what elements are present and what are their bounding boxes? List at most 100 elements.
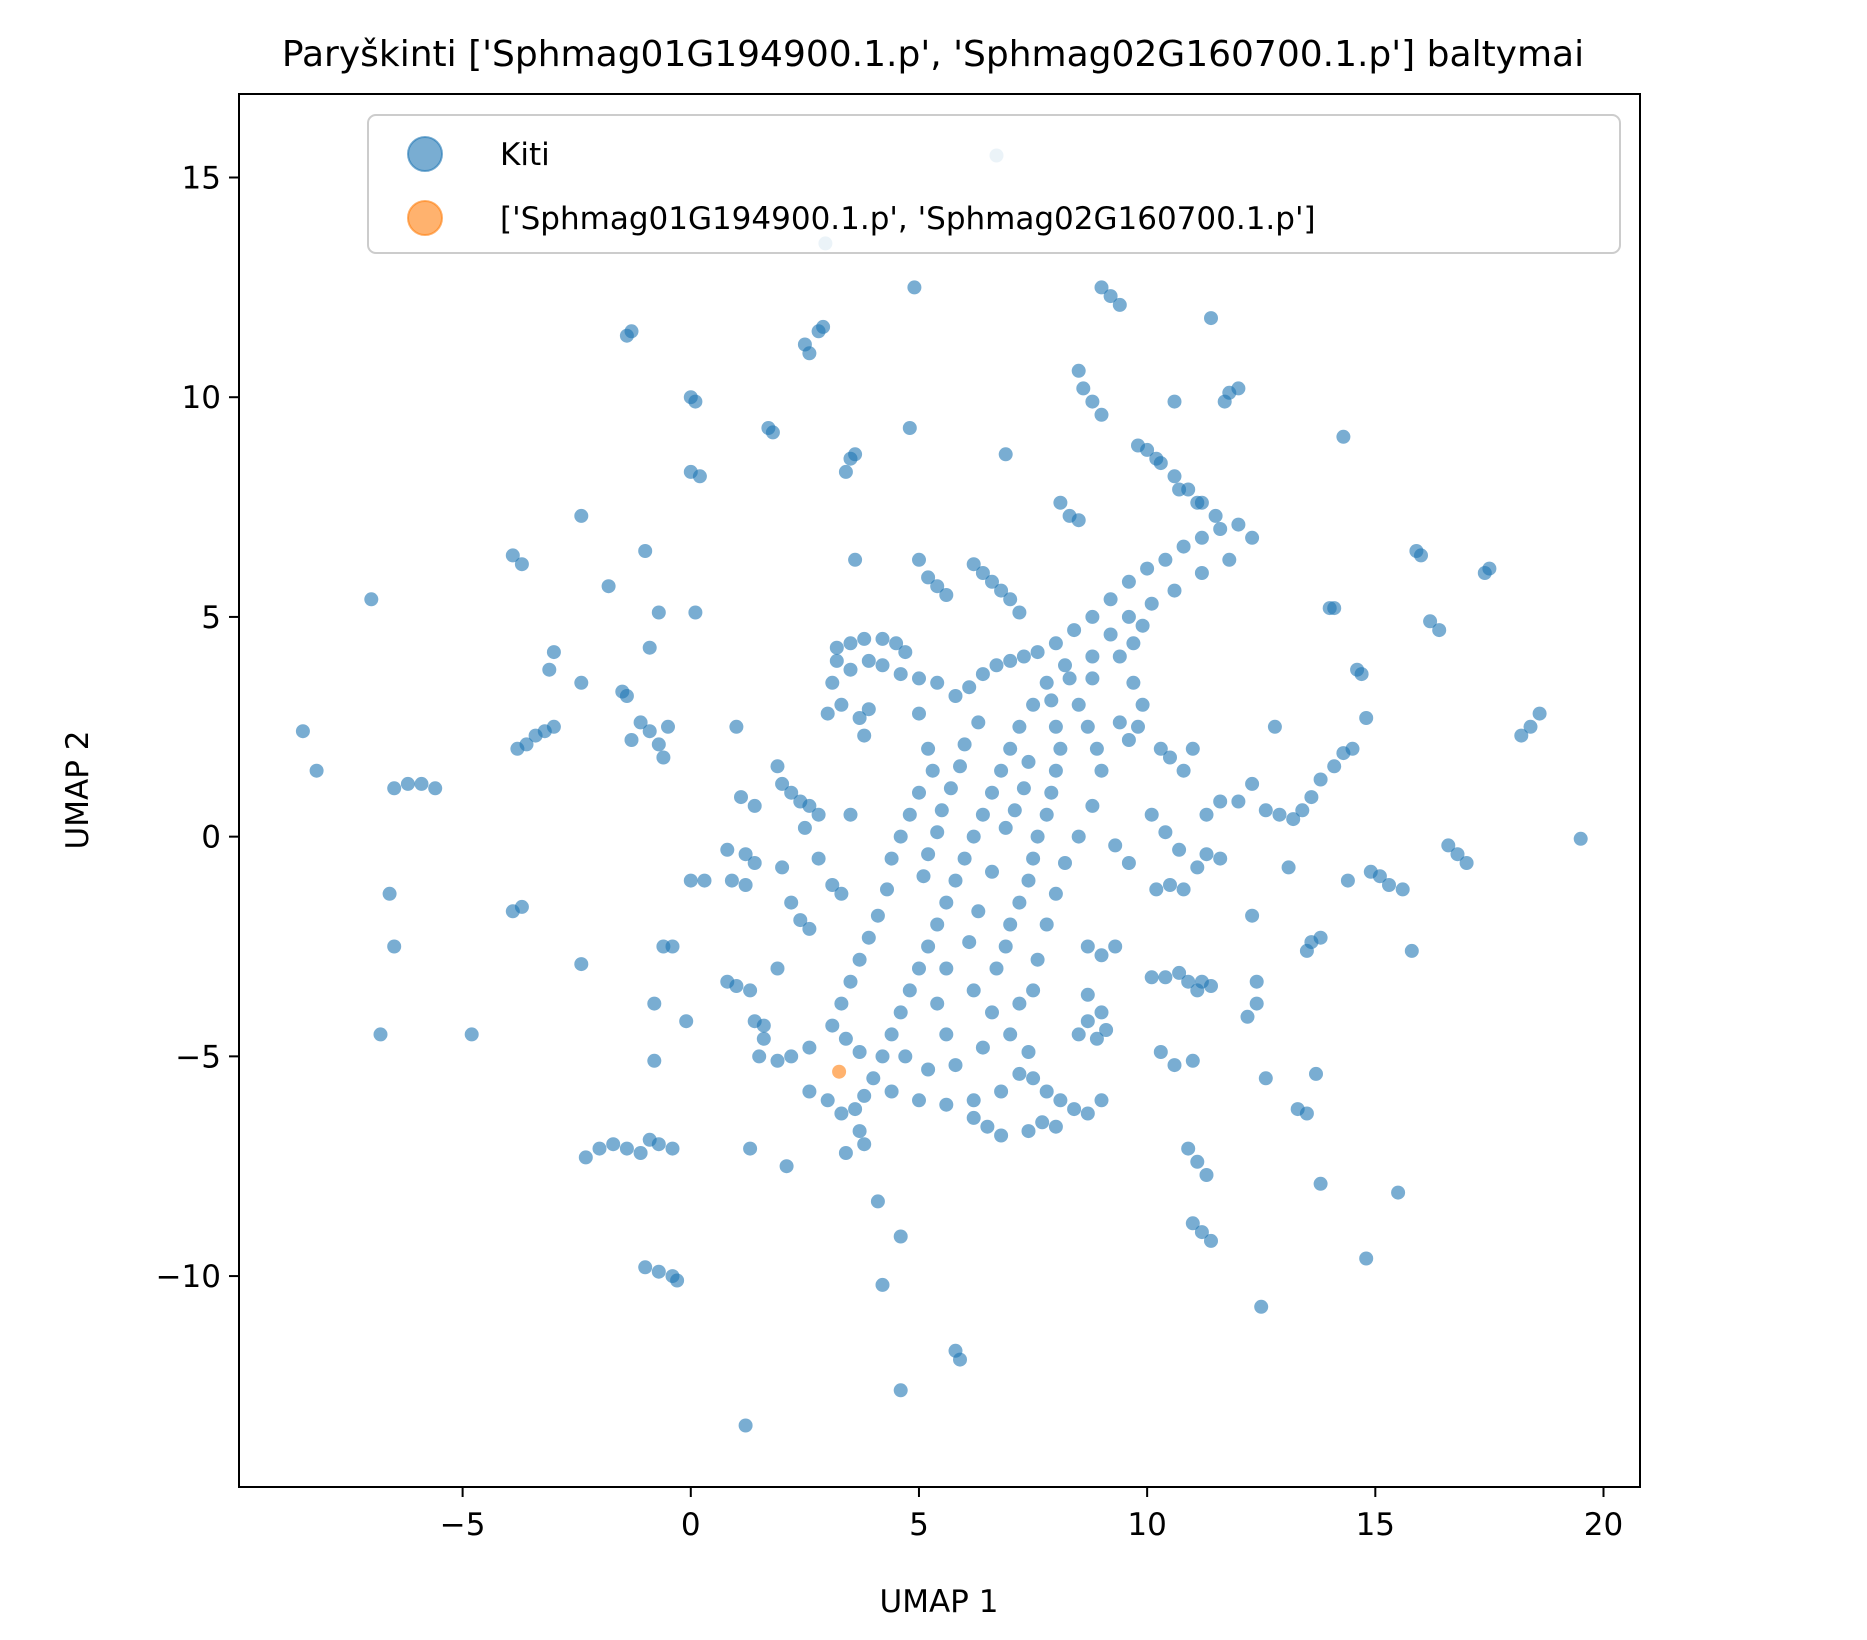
kiti-point	[1158, 825, 1173, 840]
kiti-point	[414, 776, 429, 791]
kiti-point	[770, 961, 785, 976]
kiti-point	[756, 1031, 771, 1046]
kiti-point	[364, 592, 379, 607]
kiti-point	[857, 1088, 872, 1103]
kiti-point	[642, 724, 657, 739]
kiti-point	[1053, 741, 1068, 756]
kiti-point	[907, 280, 922, 295]
kiti-point	[1432, 623, 1447, 638]
kiti-point	[1121, 574, 1136, 589]
kiti-point	[948, 689, 963, 703]
kiti-point	[519, 737, 534, 752]
kiti-point	[670, 1273, 685, 1288]
kiti-point	[834, 996, 849, 1011]
kiti-point	[1103, 592, 1118, 607]
kiti-point	[916, 869, 931, 884]
kiti-point	[1172, 965, 1187, 980]
kiti-point	[679, 1014, 694, 1029]
kiti-point	[1016, 781, 1031, 796]
kiti-point	[989, 961, 1004, 976]
kiti-point	[1080, 939, 1095, 954]
kiti-point	[966, 1093, 981, 1108]
kiti-point	[546, 645, 561, 660]
kiti-point	[893, 1005, 908, 1020]
y-tick-label: 5	[201, 600, 221, 636]
y-axis-label: UMAP 2	[60, 731, 96, 850]
kiti-point	[902, 807, 917, 822]
kiti-point	[1135, 697, 1150, 712]
kiti-point	[1163, 878, 1177, 892]
kiti-point	[1076, 381, 1091, 396]
kiti-point	[985, 574, 999, 589]
x-tick-label: −5	[440, 1507, 486, 1543]
kiti-point	[651, 1264, 666, 1279]
kiti-point	[870, 1194, 885, 1209]
kiti-point	[1071, 829, 1086, 844]
kiti-point	[939, 1027, 954, 1042]
kiti-point	[975, 667, 990, 682]
kiti-point	[861, 930, 876, 945]
kiti-point	[1213, 522, 1228, 536]
kiti-point	[875, 1049, 890, 1064]
kiti-point	[624, 324, 639, 339]
kiti-point	[1121, 856, 1136, 870]
kiti-point	[975, 566, 990, 580]
kiti-point	[1313, 772, 1328, 787]
kiti-point	[619, 1141, 634, 1156]
kiti-point	[861, 653, 876, 668]
kiti-point	[373, 1027, 388, 1042]
kiti-point	[1016, 649, 1031, 664]
kiti-point	[893, 667, 908, 682]
legend: Kiti ['Sphmag01G194900.1.p', 'Sphmag02G1…	[367, 114, 1621, 254]
kiti-point	[1327, 601, 1342, 616]
kiti-point	[1532, 706, 1547, 721]
y-tick-label: −10	[156, 1259, 221, 1295]
kiti-point	[1336, 429, 1351, 444]
kiti-point	[574, 957, 589, 972]
kiti-point	[930, 825, 945, 840]
kiti-point	[738, 847, 753, 862]
kiti-point	[1340, 873, 1355, 888]
kiti-point	[921, 939, 936, 954]
x-tick-label: 10	[1127, 1507, 1166, 1543]
kiti-point	[980, 1119, 995, 1134]
kiti-point	[1199, 847, 1214, 862]
kiti-point	[1026, 1071, 1041, 1086]
legend-marker-kiti	[407, 136, 443, 172]
kiti-point	[802, 798, 817, 813]
y-tick-label: 10	[182, 380, 221, 416]
kiti-point	[1199, 807, 1214, 822]
kiti-point	[665, 1141, 680, 1156]
kiti-point	[843, 662, 858, 677]
kiti-point	[1190, 495, 1205, 510]
kiti-point	[1012, 895, 1027, 910]
kiti-point	[688, 605, 703, 620]
kiti-point	[1404, 943, 1419, 958]
kiti-point	[1108, 838, 1123, 853]
kiti-point	[1012, 719, 1027, 734]
kiti-point	[934, 803, 949, 818]
kiti-point	[1482, 561, 1497, 576]
kiti-point	[1313, 1176, 1328, 1191]
kiti-point	[1190, 860, 1205, 875]
kiti-point	[930, 675, 945, 690]
x-tick-label: 5	[909, 1507, 929, 1543]
kiti-point	[387, 939, 402, 954]
kiti-point	[966, 557, 981, 572]
kiti-point	[1299, 1106, 1314, 1121]
kiti-point	[939, 895, 954, 910]
kiti-point	[1190, 1154, 1205, 1169]
kiti-point	[820, 706, 835, 721]
kiti-point	[747, 798, 762, 813]
kiti-point	[656, 750, 671, 765]
kiti-point	[1071, 513, 1086, 528]
kiti-point	[825, 1018, 840, 1033]
kiti-point	[729, 719, 744, 734]
kiti-point	[1359, 1251, 1374, 1266]
kiti-point	[1153, 456, 1168, 471]
kiti-point	[1450, 847, 1465, 862]
kiti-point	[1053, 495, 1068, 510]
legend-label-kiti: Kiti	[500, 137, 550, 173]
kiti-point	[1245, 908, 1260, 923]
kiti-point	[1204, 311, 1218, 326]
